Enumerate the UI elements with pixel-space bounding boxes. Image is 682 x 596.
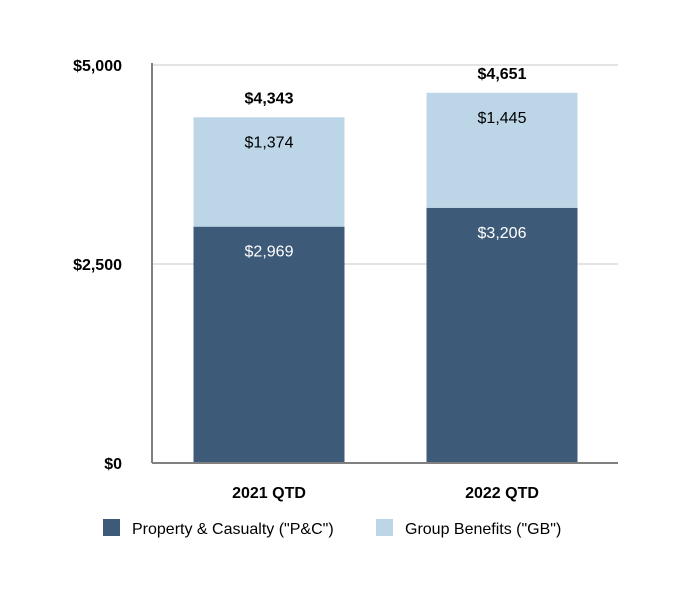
x-tick-labels: 2021 QTD 2022 QTD — [232, 485, 539, 502]
y-tick-label: $2,500 — [73, 257, 122, 274]
bar-segment — [426, 92, 578, 208]
segment-value-label: $1,374 — [245, 134, 294, 151]
y-tick-label: $5,000 — [73, 58, 122, 75]
segment-value-label: $2,969 — [245, 244, 294, 261]
legend: Property & Casualty ("P&C") Group Benefi… — [103, 519, 561, 538]
total-value-label: $4,343 — [245, 90, 294, 107]
segment-value-label: $3,206 — [478, 225, 527, 242]
y-tick-label: $0 — [104, 456, 122, 473]
bar-segment — [193, 226, 345, 463]
total-value-label: $4,651 — [478, 66, 527, 83]
bars — [193, 92, 578, 463]
segment-value-label: $1,445 — [478, 110, 527, 127]
x-tick-label: 2021 QTD — [232, 485, 306, 502]
axes — [151, 63, 618, 464]
bar-segment — [193, 117, 345, 227]
legend-swatch-gb — [376, 519, 393, 536]
x-tick-label: 2022 QTD — [465, 485, 539, 502]
y-tick-labels: $0 $2,500 $5,000 — [73, 58, 122, 473]
data-labels: $2,969 $1,374 $4,343 $3,206 $1,445 $4,651 — [245, 66, 527, 261]
legend-label-pc: Property & Casualty ("P&C") — [132, 521, 334, 538]
bar-segment — [426, 207, 578, 463]
legend-label-gb: Group Benefits ("GB") — [405, 521, 561, 538]
legend-swatch-pc — [103, 519, 120, 536]
